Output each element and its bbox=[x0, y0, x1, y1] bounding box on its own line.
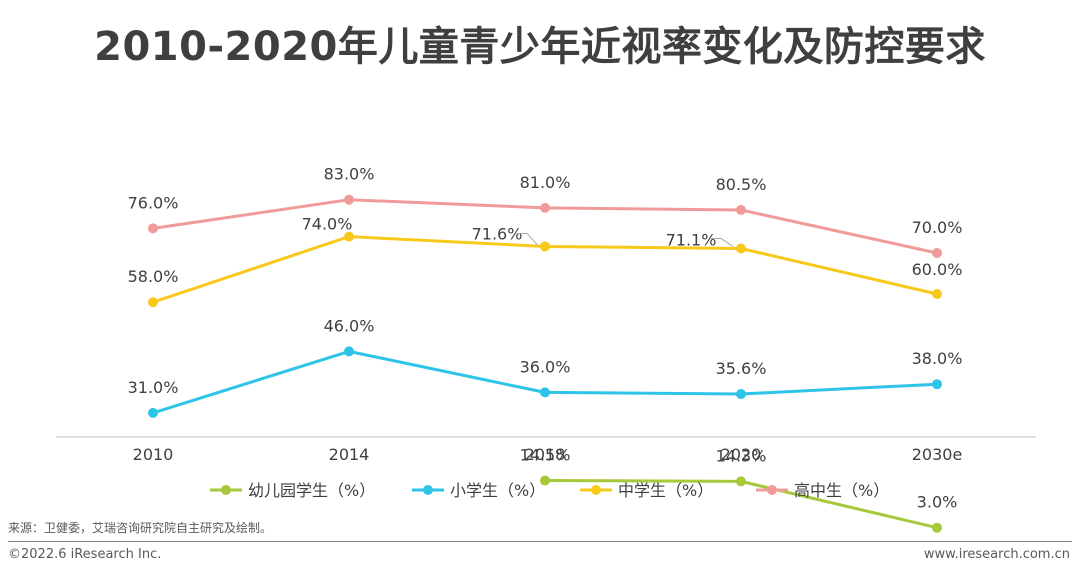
data-label-s2-2020: 71.1% bbox=[666, 230, 717, 249]
x-tick-label-2020: 2020 bbox=[721, 445, 762, 464]
data-point-s3-2030e bbox=[932, 248, 942, 258]
legend-label-0: 幼儿园学生（%） bbox=[248, 481, 375, 500]
x-tick-label-2030e: 2030e bbox=[912, 445, 963, 464]
data-point-s1-2014 bbox=[344, 346, 354, 357]
legend-marker-3 bbox=[767, 485, 777, 495]
data-label-s1-2010: 31.0% bbox=[128, 378, 179, 397]
data-point-s1-2018 bbox=[540, 387, 550, 398]
data-point-s2-2018 bbox=[540, 241, 550, 252]
data-point-s0-2018 bbox=[540, 475, 550, 486]
legend-label-3: 高中生（%） bbox=[794, 481, 889, 500]
data-point-s0-2030e bbox=[932, 522, 942, 533]
label-leader-s2-2020 bbox=[711, 237, 734, 247]
data-point-s2-2010 bbox=[148, 297, 158, 308]
data-label-s0-2018: 14.5% bbox=[520, 446, 571, 465]
data-label-s2-2010: 58.0% bbox=[128, 267, 179, 286]
data-label-s3-2010: 76.0% bbox=[128, 193, 179, 212]
legend-label-1: 小学生（%） bbox=[450, 481, 545, 500]
data-point-s3-2014 bbox=[344, 194, 354, 205]
data-label-s1-2030e: 38.0% bbox=[912, 349, 963, 368]
data-point-s1-2020 bbox=[736, 389, 746, 400]
x-tick-label-2010: 2010 bbox=[133, 445, 174, 464]
legend-marker-2 bbox=[591, 485, 601, 495]
footer-divider bbox=[8, 541, 1072, 542]
legend-marker-0 bbox=[221, 485, 231, 495]
source-note: 来源：卫健委，艾瑞咨询研究院自主研究及绘制。 bbox=[8, 521, 273, 535]
data-point-s0-2020 bbox=[736, 476, 746, 487]
data-point-s3-2018 bbox=[540, 202, 550, 213]
data-point-s2-2030e bbox=[932, 289, 942, 299]
data-label-s3-2014: 83.0% bbox=[324, 165, 375, 184]
data-label-s0-2020: 14.3% bbox=[716, 446, 767, 465]
data-point-s3-2020 bbox=[736, 204, 746, 215]
x-tick-label-2018: 2018 bbox=[525, 445, 566, 464]
legend-marker-1 bbox=[423, 485, 433, 495]
data-label-s0-2030e: 3.0% bbox=[917, 493, 958, 512]
data-label-s2-2014: 74.0% bbox=[302, 215, 353, 234]
data-label-s3-2018: 81.0% bbox=[520, 173, 571, 192]
data-label-s1-2014: 46.0% bbox=[324, 316, 375, 335]
data-label-s1-2020: 35.6% bbox=[716, 359, 767, 378]
data-label-s2-2018: 71.6% bbox=[472, 224, 523, 243]
x-tick-label-2014: 2014 bbox=[329, 445, 370, 464]
data-label-s2-2030e: 60.0% bbox=[912, 260, 963, 279]
data-point-s2-2014 bbox=[344, 231, 354, 242]
data-point-s3-2010 bbox=[148, 223, 158, 234]
data-point-s1-2010 bbox=[148, 407, 158, 418]
website-link[interactable]: www.iresearch.com.cn bbox=[923, 547, 1070, 562]
data-point-s1-2030e bbox=[932, 379, 942, 390]
copyright-text: ©2022.6 iResearch Inc. bbox=[8, 547, 162, 562]
chart-title: 2010-2020年儿童青少年近视率变化及防控要求 bbox=[94, 24, 986, 70]
data-point-s2-2020 bbox=[736, 243, 746, 254]
legend-label-2: 中学生（%） bbox=[618, 481, 713, 500]
label-leader-s2-2018 bbox=[517, 232, 538, 245]
data-label-s3-2030e: 70.0% bbox=[912, 218, 963, 237]
data-label-s3-2020: 80.5% bbox=[716, 175, 767, 194]
data-label-s1-2018: 36.0% bbox=[520, 357, 571, 376]
